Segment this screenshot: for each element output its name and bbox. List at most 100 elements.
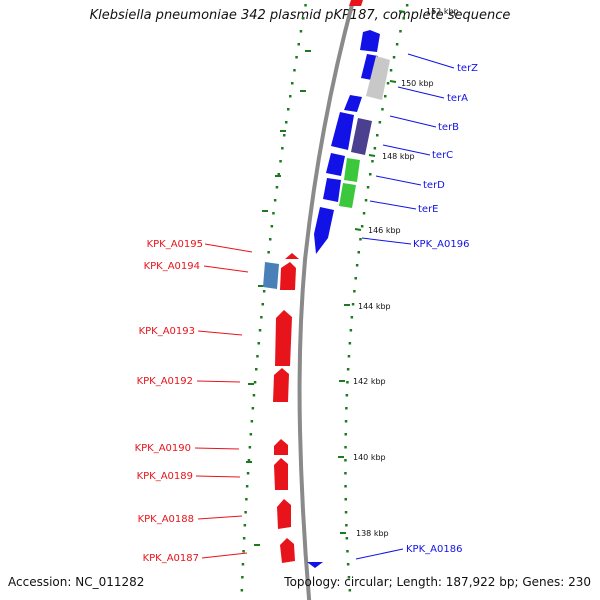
- gc-dot: [395, 43, 399, 46]
- reverse-labels: KPK_A0195 KPK_A0194 KPK_A0193 KPK_A0192 …: [135, 239, 203, 564]
- ruler-tick-marks: [338, 10, 406, 534]
- gc-dot: [241, 563, 245, 566]
- gc-dot: [353, 290, 356, 293]
- gc-dot: [281, 147, 284, 150]
- reverse-strand-genes: [263, 253, 299, 563]
- label-KPK_A0194: KPK_A0194: [144, 261, 200, 272]
- gene-KPK_A0194-steel: [263, 262, 279, 289]
- ruler-label-150: 150 kbp: [401, 79, 434, 88]
- gc-dot: [289, 95, 292, 98]
- gc-dot: [402, 17, 405, 20]
- label-terA: terA: [447, 93, 468, 104]
- label-terZ: terZ: [457, 63, 478, 74]
- gc-dot: [283, 134, 286, 137]
- gc-dot: [344, 459, 347, 462]
- label-KPK_A0192: KPK_A0192: [137, 376, 193, 387]
- gc-dot: [253, 381, 257, 384]
- map-title: Klebsiella pneumoniae 342 plasmid pKP187…: [89, 8, 511, 23]
- gc-dot: [346, 381, 349, 384]
- gc-dot: [371, 160, 374, 163]
- gc-dot: [277, 173, 280, 176]
- gene-terB-purple: [351, 118, 372, 155]
- gc-dot: [347, 355, 351, 358]
- gene-KPK_A0186: [307, 562, 323, 568]
- gc-dot: [346, 550, 349, 553]
- gene-terA: [344, 95, 362, 112]
- label-terD: terD: [423, 180, 445, 191]
- gc-dot: [279, 160, 282, 163]
- gc-dot: [344, 446, 347, 449]
- gc-dot: [244, 511, 247, 514]
- gc-dot: [258, 329, 262, 332]
- gc-dot: [242, 550, 245, 553]
- ruler-label-138: 138 kbp: [356, 529, 389, 538]
- gc-dot: [242, 537, 246, 540]
- gc-dot: [241, 576, 244, 579]
- gene-terZ: [360, 30, 380, 52]
- gc-dash: [275, 175, 281, 177]
- gc-dot: [262, 290, 266, 293]
- gc-dot: [248, 446, 252, 449]
- gc-dot: [344, 433, 347, 436]
- gc-dot: [373, 147, 377, 150]
- gene-terZ-part: [361, 54, 378, 80]
- gc-dot: [386, 82, 390, 85]
- accession-label: Accession: NC_011282: [8, 575, 145, 589]
- label-terE: terE: [418, 204, 439, 215]
- gene-terC: [326, 153, 345, 176]
- gc-dot: [245, 498, 248, 501]
- label-terC: terC: [432, 150, 453, 161]
- gc-dot: [381, 108, 384, 111]
- gc-dot: [245, 485, 249, 488]
- gc-dot: [267, 251, 270, 254]
- gc-dot: [344, 485, 347, 488]
- gc-dot: [351, 303, 355, 306]
- forward-label-leaders: [355, 53, 455, 560]
- gc-dash: [258, 285, 264, 287]
- gc-dot: [299, 30, 303, 33]
- gc-dash: [254, 544, 260, 546]
- label-KPK_A0196: KPK_A0196: [413, 239, 469, 250]
- gc-dot: [261, 303, 264, 306]
- label-KPK_A0195: KPK_A0195: [147, 239, 203, 250]
- gc-dot: [378, 121, 382, 124]
- gc-dash: [280, 130, 286, 132]
- gc-dot: [295, 56, 298, 59]
- gc-dot: [369, 173, 372, 176]
- gc-dot: [348, 589, 352, 592]
- gc-dot: [349, 329, 353, 332]
- label-KPK_A0189: KPK_A0189: [137, 471, 193, 482]
- label-KPK_A0186: KPK_A0186: [406, 544, 462, 555]
- gc-dot: [354, 277, 357, 280]
- gc-dot: [357, 251, 360, 254]
- gc-dot: [247, 459, 251, 462]
- gene-KPK_A0196: [314, 207, 334, 254]
- gc-dot: [344, 498, 347, 501]
- gc-dot: [275, 186, 279, 189]
- gc-dot: [249, 433, 253, 436]
- gc-dot: [345, 394, 349, 397]
- gene-terA-grey: [366, 56, 390, 100]
- gc-dot: [257, 342, 260, 345]
- ruler-label-142: 142 kbp: [353, 377, 386, 386]
- forward-labels: terZ terA terB terC terD terE KPK_A0196 …: [406, 63, 478, 555]
- label-KPK_A0190: KPK_A0190: [135, 443, 191, 454]
- gc-dot: [350, 316, 354, 319]
- gc-dot: [285, 121, 288, 124]
- gc-dot: [256, 355, 259, 358]
- gc-dot: [399, 30, 402, 33]
- gene-terC-green: [344, 158, 360, 182]
- gc-dot: [255, 368, 258, 371]
- gc-dot: [252, 394, 256, 397]
- gc-dot: [246, 472, 250, 475]
- gc-dot: [355, 264, 359, 267]
- gc-dot: [346, 368, 350, 371]
- gc-dot: [364, 199, 368, 202]
- ruler-label-152: 152 kbp: [426, 7, 459, 16]
- gc-dot: [304, 4, 307, 7]
- gc-dot: [346, 563, 350, 566]
- gc-dot: [269, 238, 272, 241]
- ruler-label-140: 140 kbp: [353, 453, 386, 462]
